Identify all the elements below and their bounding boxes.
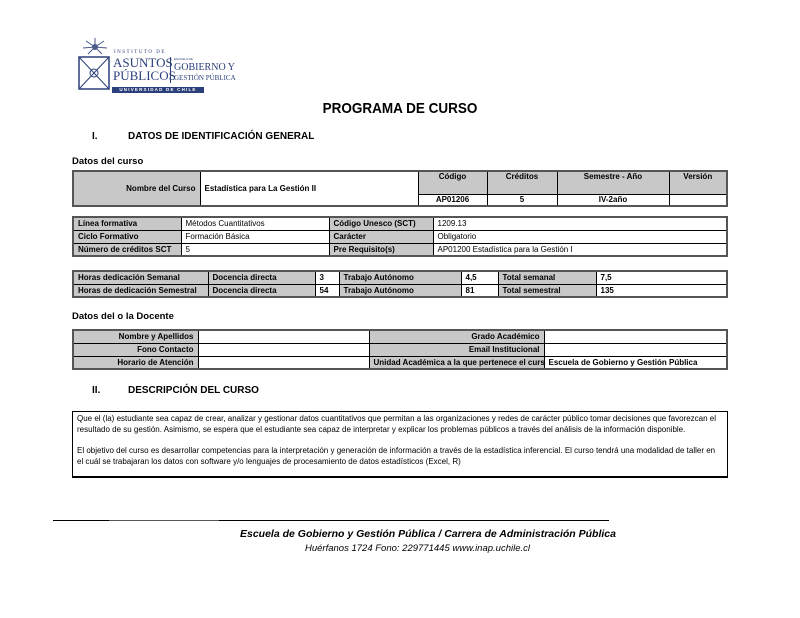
- docente-label: Email Institucional: [368, 342, 545, 357]
- docente-label: Nombre y Apellidos: [72, 329, 199, 344]
- footer-rule-left: [53, 520, 109, 521]
- sun-emblem-icon: [82, 38, 108, 55]
- logo-band: UNIVERSIDAD DE CHILE: [112, 87, 204, 93]
- version-label: Versión: [668, 170, 728, 195]
- docente-label: Grado Académico: [368, 329, 545, 344]
- hours-value: 4,5: [460, 270, 499, 285]
- docente-heading: Datos del o la Docente: [72, 311, 174, 322]
- hours-label: Docencia directa: [207, 270, 316, 285]
- info-label: Código Unesco (SCT): [328, 216, 434, 231]
- description-paragraph-1: Que el (la) estudiante sea capaz de crea…: [77, 414, 717, 434]
- info-table: Línea formativa Métodos Cuantitativos Códi…: [72, 216, 728, 257]
- course-name-value: Estadística para La Gestión II: [199, 170, 419, 207]
- section-2-title: DESCRIPCIÓN DEL CURSO: [128, 385, 259, 396]
- course-table: Nombre del Curso Estadística para La Ges…: [72, 170, 728, 207]
- description-box: Que el (la) estudiante sea capaz de crea…: [72, 411, 728, 478]
- creditos-value: 5: [486, 193, 558, 207]
- info-value: AP01200 Estadística para la Gestión I: [432, 242, 728, 257]
- info-row: Ciclo Formativo Formación Básica Carácter O…: [72, 229, 728, 244]
- section-1-title: DATOS DE IDENTIFICACIÓN GENERAL: [128, 131, 315, 142]
- creditos-label: Créditos: [486, 170, 558, 195]
- semestre-value: IV-2año: [556, 193, 670, 207]
- hours-value: 135: [595, 283, 728, 298]
- hours-label: Horas de dedicación Semestral: [72, 283, 209, 298]
- docente-table: Nombre y Apellidos Grado Académico Fono C…: [72, 329, 728, 370]
- hours-label: Trabajo Autónomo: [338, 283, 462, 298]
- info-value: 1209.13: [432, 216, 728, 231]
- version-value: [668, 193, 728, 207]
- docente-value: [197, 329, 370, 344]
- info-value: Métodos Cuantitativos: [180, 216, 330, 231]
- info-row: Línea formativa Métodos Cuantitativos Códi…: [72, 216, 728, 231]
- hours-value: 54: [314, 283, 340, 298]
- info-value: Obligatorio: [432, 229, 728, 244]
- hours-label: Horas dedicación Semanal: [72, 270, 209, 285]
- logo-divider: [170, 57, 171, 83]
- info-label: Número de créditos SCT: [72, 242, 182, 257]
- hours-label: Total semanal: [497, 270, 597, 285]
- logo-text-institute: INSTITUTO DE: [114, 50, 166, 55]
- course-name-label: Nombre del Curso: [72, 170, 201, 207]
- info-label: Carácter: [328, 229, 434, 244]
- footer-school: Escuela de Gobierno y Gestión Pública / …: [240, 528, 616, 540]
- logo-text-gobierno: GOBIERNO Y: [174, 62, 236, 73]
- institution-logo: INSTITUTO DE ASUNTOS PÚBLICOS ESCUELA DE…: [78, 38, 238, 96]
- hours-row: Horas de dedicación Semestral Docencia di…: [72, 283, 728, 298]
- logo-text-gestion: GESTIÓN PÚBLICA: [174, 74, 236, 82]
- codigo-value: AP01206: [417, 193, 488, 207]
- docente-value: [197, 355, 370, 370]
- description-paragraph-2: El objetivo del curso es desarrollar com…: [77, 446, 716, 466]
- hours-label: Trabajo Autónomo: [338, 270, 462, 285]
- docente-value: Escuela de Gobierno y Gestión Pública: [543, 355, 728, 370]
- docente-label: Unidad Académica a la que pertenece el c…: [368, 355, 545, 370]
- logo-text-escuela: ESCUELA DE: [174, 57, 193, 61]
- info-value: Formación Básica: [180, 229, 330, 244]
- footer-contact: Huérfanos 1724 Fono: 229771445 www.inap.…: [305, 543, 530, 554]
- codigo-label: Código: [417, 170, 488, 195]
- docente-label: Horario de Atención: [72, 355, 199, 370]
- info-row: Número de créditos SCT 5 Pre Requisito(s) A…: [72, 242, 728, 257]
- hours-label: Total semestral: [497, 283, 597, 298]
- section-1-number: I.: [92, 131, 98, 142]
- docente-value: [543, 342, 728, 357]
- docente-row: Fono Contacto Email Institucional: [72, 342, 728, 357]
- info-label: Línea formativa: [72, 216, 182, 231]
- logo-text-publicos: PÚBLICOS: [113, 68, 176, 83]
- docente-row: Nombre y Apellidos Grado Académico: [72, 329, 728, 344]
- info-value: 5: [180, 242, 330, 257]
- docente-value: [543, 329, 728, 344]
- hours-label: Docencia directa: [207, 283, 316, 298]
- docente-value: [197, 342, 370, 357]
- hours-row: Horas dedicación Semanal Docencia directa…: [72, 270, 728, 285]
- hours-table: Horas dedicación Semanal Docencia directa…: [72, 270, 728, 298]
- page-title: PROGRAMA DE CURSO: [322, 100, 478, 117]
- hours-value: 3: [314, 270, 340, 285]
- docente-label: Fono Contacto: [72, 342, 199, 357]
- hours-value: 81: [460, 283, 499, 298]
- shield-emblem-icon: [78, 56, 110, 90]
- logo-text-asuntos: ASUNTOS: [113, 55, 173, 70]
- docente-row: Horario de Atención Unidad Académica a la…: [72, 355, 728, 370]
- semestre-label: Semestre - Año: [556, 170, 670, 195]
- info-label: Ciclo Formativo: [72, 229, 182, 244]
- datos-curso-heading: Datos del curso: [72, 156, 144, 167]
- section-2-number: II.: [92, 385, 101, 396]
- footer-rule-right: [219, 520, 609, 521]
- hours-value: 7,5: [595, 270, 728, 285]
- info-label: Pre Requisito(s): [328, 242, 434, 257]
